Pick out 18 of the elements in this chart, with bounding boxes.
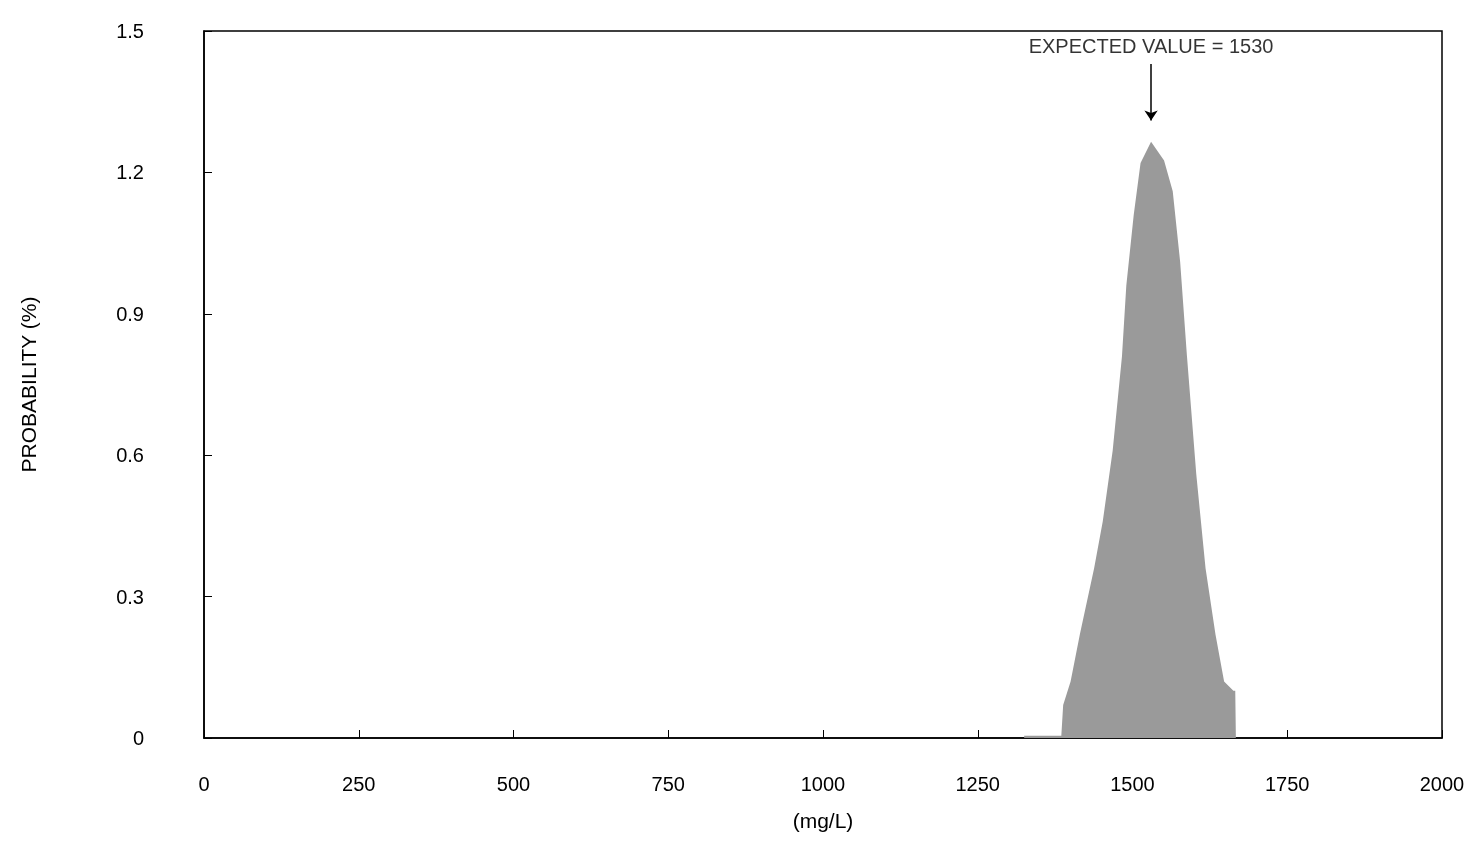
y-tick-label: 1.2 bbox=[116, 161, 144, 184]
x-tick-label: 0 bbox=[198, 773, 210, 795]
x-tick-label: 750 bbox=[651, 773, 685, 795]
x-tick-label: 2000 bbox=[1419, 773, 1465, 795]
x-axis-title: (mg/L) bbox=[792, 809, 854, 832]
y-tick-label: 0 bbox=[132, 727, 144, 749]
y-tick-label: 0.6 bbox=[116, 444, 144, 467]
annotation: EXPECTED VALUE = 1530 bbox=[1028, 34, 1274, 57]
y-tick-label: 0.3 bbox=[116, 585, 144, 608]
y-axis-title: PROBABILITY (%) bbox=[17, 296, 40, 473]
y-tick-label: 1.5 bbox=[116, 20, 144, 42]
x-tick-label: 1250 bbox=[955, 773, 1000, 795]
x-tick-label: 500 bbox=[496, 773, 531, 795]
x-tick-label: 1000 bbox=[800, 773, 846, 795]
y-tick-label: 0.9 bbox=[116, 302, 144, 325]
x-tick-label: 250 bbox=[342, 773, 376, 795]
x-tick-label: 1500 bbox=[1110, 773, 1155, 795]
x-tick-label: 1750 bbox=[1265, 773, 1310, 795]
